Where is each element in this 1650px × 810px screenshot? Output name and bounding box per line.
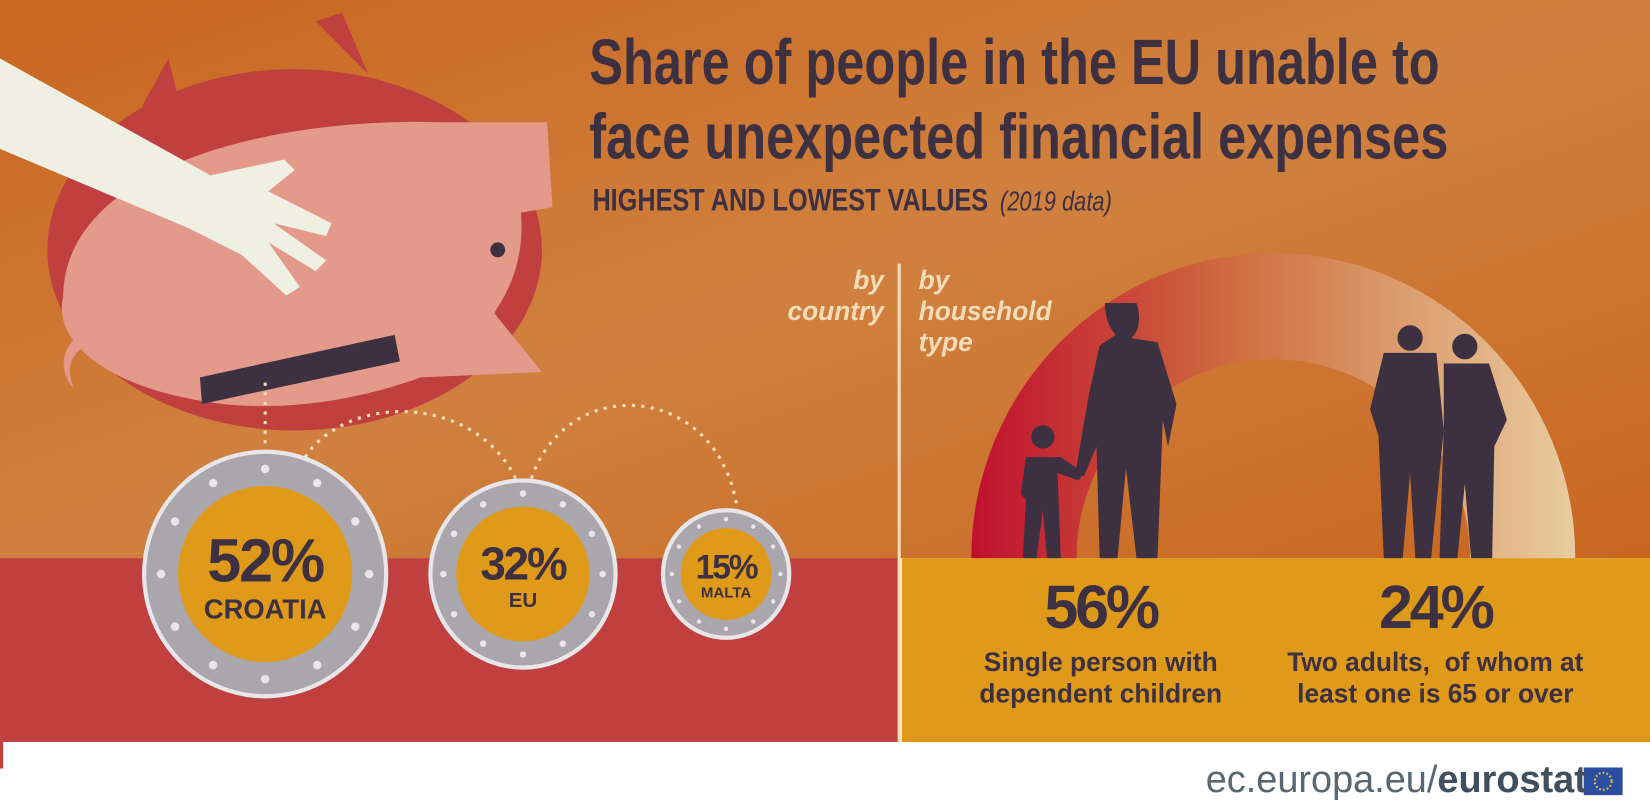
- household-value: 56%: [1044, 572, 1160, 643]
- coin-star: [559, 640, 567, 647]
- subtitle-text: HIGHEST AND LOWEST VALUES: [592, 182, 989, 218]
- coin-star: [751, 619, 756, 624]
- edge-mark: [0, 741, 4, 769]
- household-label: Single person with dependent children: [979, 647, 1225, 710]
- coin-star: [770, 544, 776, 549]
- household-label: Two adults, of whom at least one is 65 o…: [1287, 647, 1591, 710]
- coin-star: [696, 619, 702, 624]
- piggy-bank: [0, 12, 553, 431]
- coin-label: EU: [508, 588, 538, 612]
- coin-star: [778, 571, 783, 577]
- coin-star: [696, 524, 702, 529]
- coin-star: [170, 622, 180, 631]
- eu-flag: [1583, 767, 1623, 796]
- coin-star: [450, 530, 458, 538]
- coin-label: CROATIA: [203, 593, 327, 626]
- people: [1020, 302, 1507, 559]
- divider: [897, 263, 901, 742]
- coin-star: [676, 599, 682, 604]
- footer-brand: eurostat: [1437, 756, 1587, 801]
- coin-star: [588, 610, 596, 618]
- coin-star: [559, 501, 567, 508]
- coin-center: [178, 486, 353, 663]
- coin-star: [669, 571, 674, 577]
- coin-path: [263, 382, 739, 506]
- coin-star: [208, 660, 218, 670]
- footer: ec.europa.eu/eurostat: [1206, 757, 1587, 802]
- coin-star: [723, 516, 729, 522]
- coin-star: [312, 660, 322, 670]
- coin-star: [479, 640, 487, 647]
- coin-star: [440, 570, 447, 578]
- household-band: [901, 558, 1650, 742]
- subtitle: HIGHEST AND LOWEST VALUES (2019 data): [592, 183, 1111, 219]
- coin-center: [456, 506, 590, 642]
- coin-center: [680, 528, 772, 620]
- coin-star: [519, 651, 527, 658]
- coin-star: [479, 501, 487, 508]
- coin-star: [156, 569, 166, 579]
- footer-site: ec.europa.eu/: [1205, 756, 1438, 801]
- coins: [142, 449, 792, 699]
- subtitle-note: (2019 data): [999, 184, 1112, 217]
- coin-star: [208, 478, 218, 488]
- coin-star: [351, 517, 360, 526]
- by-household-label: by household type: [918, 265, 1052, 358]
- by-country-label: by country: [787, 265, 884, 327]
- coin-star: [260, 674, 270, 684]
- coin-star: [588, 530, 596, 538]
- household-value: 24%: [1378, 572, 1495, 643]
- coin-star: [770, 599, 776, 604]
- coin-star: [450, 610, 458, 618]
- coin-star: [676, 544, 682, 549]
- coin-value: 15%: [695, 547, 759, 586]
- coin-label: MALTA: [700, 584, 752, 602]
- coin-star: [723, 626, 729, 632]
- title: Share of people in the EU unable to face…: [589, 26, 1449, 173]
- coin-value: 32%: [480, 538, 567, 590]
- coin-star: [260, 464, 270, 474]
- coin-star: [312, 478, 322, 488]
- coin-star: [751, 524, 756, 529]
- coin-value: 52%: [207, 526, 325, 596]
- coin-star: [365, 569, 374, 579]
- coin-star: [519, 490, 527, 497]
- coin-star: [170, 517, 180, 526]
- coin-star: [599, 570, 606, 578]
- coin-star: [351, 622, 360, 631]
